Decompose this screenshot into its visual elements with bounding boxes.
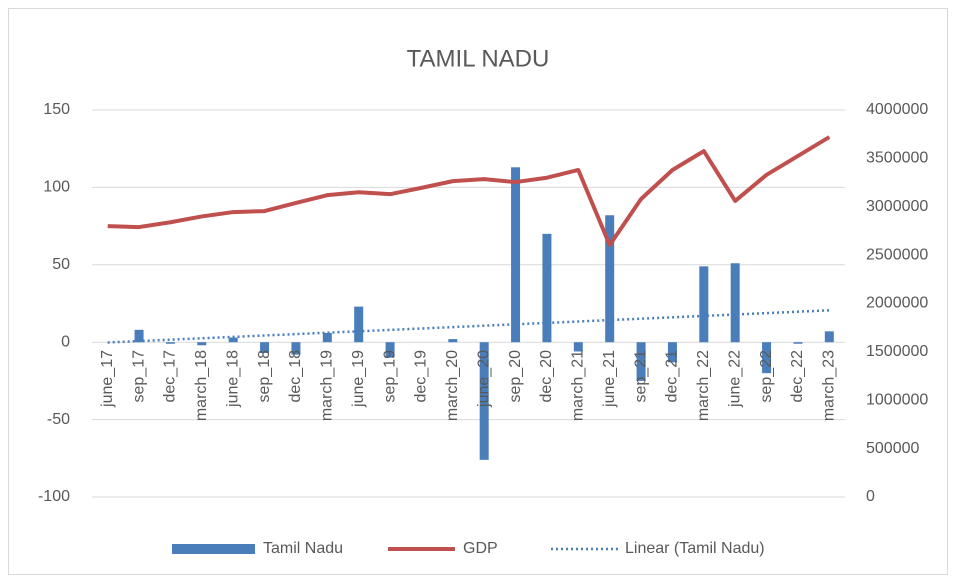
bar [636, 342, 646, 381]
x-tick-label: dec_17 [162, 350, 179, 403]
bar [762, 342, 772, 374]
x-tick-label: dec_18 [287, 350, 304, 403]
line [107, 135, 831, 247]
bar [573, 342, 583, 352]
x-tick-label: june_19 [350, 350, 367, 408]
x-tick-label: dec_19 [413, 350, 430, 403]
x-tick-label: sep_20 [507, 350, 524, 403]
y2-tick-label: 3500000 [866, 150, 928, 167]
bar [667, 342, 677, 363]
x-tick-label: sep_22 [758, 350, 775, 403]
bar [793, 342, 803, 344]
bar [479, 342, 489, 460]
x-tick-label: dec_20 [538, 350, 555, 403]
x-tick-label: sep_19 [381, 350, 398, 403]
x-tick-label: june_21 [601, 350, 618, 408]
bar [322, 332, 332, 343]
x-tick-label: sep_18 [256, 350, 273, 403]
legend-label: Linear (Tamil Nadu) [625, 540, 765, 557]
bar [511, 167, 521, 343]
legend-swatch [172, 544, 255, 554]
bar [824, 331, 834, 343]
x-tick-label: june_17 [99, 350, 116, 408]
y2-tick-label: 1500000 [866, 343, 928, 360]
bar [228, 337, 238, 343]
bar [165, 342, 175, 344]
legend-label: Tamil Nadu [263, 540, 343, 557]
bar [730, 263, 740, 343]
x-tick-label: sep_21 [632, 350, 649, 403]
bar [354, 306, 364, 343]
x-tick-label: june_18 [224, 350, 241, 408]
x-tick-label: june_22 [726, 350, 743, 408]
y-tick-label: -50 [47, 411, 70, 428]
y2-tick-label: 0 [866, 488, 875, 505]
y2-tick-label: 2500000 [866, 246, 928, 263]
y2-tick-label: 2000000 [866, 295, 928, 312]
y-tick-label: -100 [38, 488, 70, 505]
y2-tick-label: 500000 [866, 440, 919, 457]
x-tick-label: march_18 [193, 350, 210, 421]
bar [134, 329, 144, 343]
x-tick-label: march_20 [444, 350, 461, 421]
x-tick-label: dec_21 [664, 350, 681, 403]
legend-label: GDP [463, 540, 498, 557]
bar [385, 342, 395, 358]
bar [197, 342, 207, 346]
y-tick-label: 100 [43, 179, 70, 196]
bar [448, 339, 458, 343]
bar [605, 215, 615, 343]
bar [542, 233, 552, 343]
x-tick-label: march_22 [695, 350, 712, 421]
x-tick-label: dec_22 [789, 350, 806, 403]
chart-title: TAMIL NADU [407, 45, 550, 72]
y-tick-label: 0 [61, 333, 70, 350]
x-tick-label: june_20 [475, 350, 492, 408]
x-tick-label: march_23 [821, 350, 838, 421]
x-tick-label: march_21 [570, 350, 587, 421]
chart-border [8, 8, 948, 575]
trendline [107, 309, 830, 344]
x-tick-label: march_19 [319, 350, 336, 421]
y-tick-label: 150 [43, 101, 70, 118]
bar [260, 342, 270, 354]
y2-tick-label: 3000000 [866, 198, 928, 215]
bar [699, 266, 709, 343]
y-tick-label: 50 [52, 256, 70, 273]
x-tick-label: sep_17 [130, 350, 147, 403]
y2-tick-label: 1000000 [866, 391, 928, 408]
y2-tick-label: 4000000 [866, 101, 928, 118]
bar [291, 342, 301, 355]
